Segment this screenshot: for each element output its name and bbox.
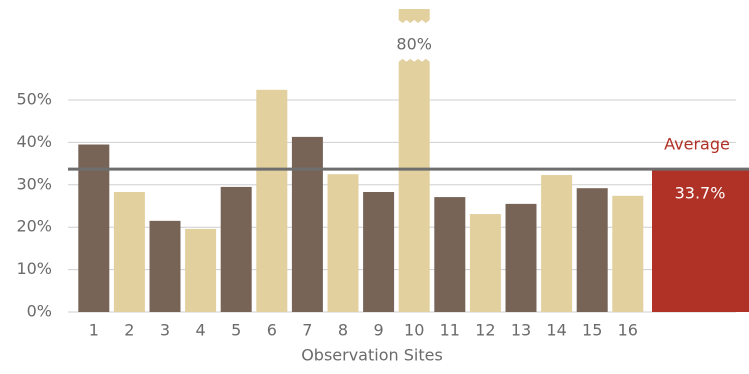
bar [78,144,110,312]
y-tick-label: 10% [16,259,52,278]
x-tick-label: 10 [404,321,424,340]
x-tick-label: 13 [511,321,531,340]
x-tick-label: 7 [302,321,312,340]
x-tick-label: 11 [440,321,460,340]
x-axis-title: Observation Sites [301,346,443,365]
bar [291,136,323,312]
x-tick-label: 5 [231,321,241,340]
bar [398,58,430,312]
y-tick-label: 0% [27,302,52,321]
bar [541,175,573,312]
bar-break-cap [398,9,430,23]
y-tick-label: 30% [16,174,52,193]
x-tick-label: 15 [582,321,602,340]
x-tick-label: 6 [267,321,277,340]
bar [220,186,252,312]
x-tick-label: 1 [89,321,99,340]
bar [185,228,217,312]
bar [113,192,145,312]
y-tick-label: 40% [16,132,52,151]
bar [576,188,608,312]
bar [363,192,395,312]
y-tick-label: 50% [16,90,52,109]
average-label: Average [664,135,730,154]
bar [469,214,501,312]
bar [505,203,537,312]
bar [327,174,359,312]
average-box [652,169,749,312]
bar [256,89,288,312]
bar [434,197,466,312]
x-tick-label: 12 [475,321,495,340]
x-tick-label: 8 [338,321,348,340]
average-value-label: 33.7% [675,184,726,203]
x-tick-label: 2 [124,321,134,340]
bar [612,195,644,312]
x-tick-label: 16 [618,321,638,340]
x-tick-label: 4 [196,321,206,340]
x-tick-label: 9 [374,321,384,340]
bar [149,220,181,312]
y-tick-label: 20% [16,217,52,236]
x-tick-label: 3 [160,321,170,340]
x-tick-label: 14 [546,321,566,340]
value-label: 80% [396,34,432,53]
